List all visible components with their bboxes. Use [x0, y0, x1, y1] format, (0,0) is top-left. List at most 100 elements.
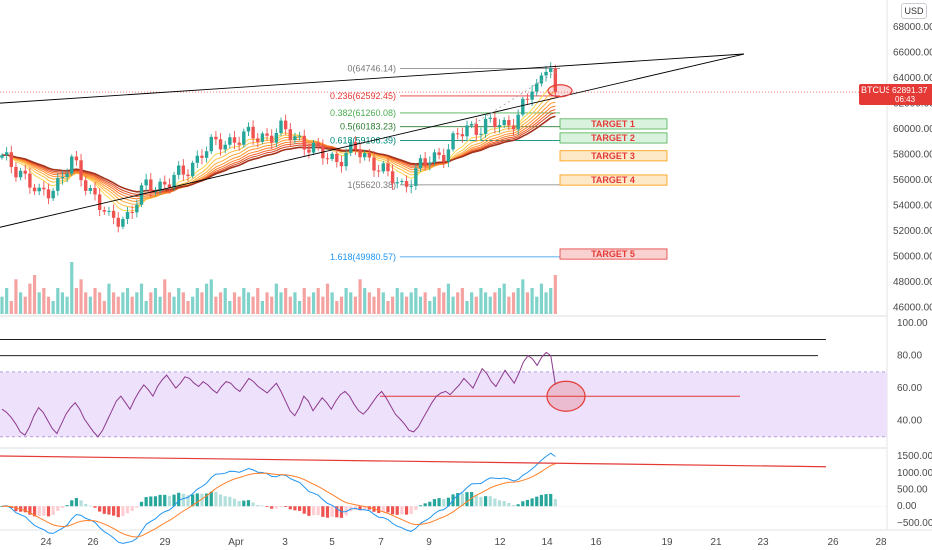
- macd-histogram-bar: [502, 501, 506, 507]
- target-label: TARGET 2: [591, 133, 635, 143]
- rsi-axis-tick: 100.00: [897, 318, 928, 329]
- volume-bar: [56, 288, 60, 314]
- candle-body: [511, 125, 516, 130]
- candle-body: [330, 153, 334, 159]
- price-axis-tick: 68000.00: [893, 22, 932, 33]
- volume-bar: [525, 292, 530, 314]
- candle-body: [353, 142, 358, 150]
- macd-histogram-bar: [88, 505, 92, 507]
- volume-bar: [144, 301, 148, 314]
- candle-body: [14, 166, 18, 178]
- candle-body: [404, 181, 409, 187]
- volume-bar: [195, 288, 199, 314]
- volume-bar: [335, 301, 339, 314]
- axes-layer: 46000.00 48000.00 50000.00 52000.00 54000.00…: [40, 22, 932, 548]
- volume-bar: [465, 301, 469, 314]
- volume-bar: [386, 301, 390, 314]
- candle-body: [525, 98, 530, 100]
- candle-body: [414, 168, 418, 186]
- volume-bar: [65, 296, 69, 314]
- macd-histogram-bar: [293, 506, 297, 511]
- currency-button[interactable]: USD: [901, 3, 927, 19]
- fib-level-label: 0.5(60183.23): [340, 122, 396, 132]
- candle-body: [111, 210, 116, 218]
- price-axis-tick: 64000.00: [893, 73, 932, 84]
- candle-body: [74, 156, 79, 161]
- volume-bar: [316, 288, 320, 314]
- candle-body: [125, 211, 130, 219]
- macd-axis-tick: 0.00: [897, 501, 917, 512]
- macd-histogram-bar: [51, 506, 55, 515]
- volume-bar: [353, 296, 357, 314]
- volume-bar: [418, 296, 423, 314]
- macd-histogram-bar: [465, 492, 469, 507]
- volume-bar: [535, 296, 539, 314]
- candle-body: [544, 71, 548, 76]
- macd-histogram-bar: [135, 506, 139, 508]
- macd-histogram-bar: [195, 493, 199, 507]
- macd-histogram-bar: [400, 506, 404, 515]
- rsi-line: [1, 351, 556, 438]
- volume-bar: [125, 288, 130, 314]
- candle-body: [395, 182, 399, 184]
- candle-body: [139, 185, 144, 205]
- macd-histogram-bar: [46, 506, 51, 517]
- volume-bar: [377, 288, 381, 314]
- rsi-axis-tick: 80.00: [897, 351, 922, 362]
- macd-histogram-bar: [79, 500, 83, 507]
- candle-body: [228, 137, 232, 145]
- volume-bar: [46, 296, 51, 314]
- candle-body: [446, 149, 451, 162]
- candle-body: [97, 194, 102, 210]
- candle-body: [535, 83, 539, 92]
- candle-body: [60, 177, 65, 179]
- macd-histogram-bar: [237, 501, 241, 507]
- candle-body: [293, 136, 297, 141]
- rsi-axis-tick: 60.00: [897, 383, 922, 394]
- macd-histogram-bar: [121, 506, 125, 516]
- candle-body: [488, 117, 492, 119]
- volume-bar: [116, 296, 120, 314]
- macd-histogram-bar: [298, 506, 302, 511]
- macd-histogram-bar: [144, 497, 148, 507]
- candle-body: [432, 152, 437, 163]
- volume-bar: [493, 292, 497, 314]
- volume-bar: [228, 301, 232, 314]
- macd-histogram-bar: [232, 498, 237, 507]
- candle-body: [144, 179, 148, 186]
- macd-histogram-bar: [497, 500, 502, 507]
- candle-body: [553, 68, 558, 93]
- volume-bar: [288, 296, 292, 314]
- volume-bar: [497, 288, 502, 314]
- macd-histogram-bar: [218, 494, 223, 507]
- volume-bar: [149, 292, 153, 314]
- volume-bar: [330, 292, 334, 314]
- volume-bar: [74, 288, 78, 314]
- candle-body: [232, 137, 237, 143]
- volume-bar: [181, 292, 185, 314]
- candle-body: [177, 165, 181, 175]
- candle-body: [344, 152, 348, 167]
- candle-body: [130, 211, 134, 213]
- volume-bar: [51, 301, 55, 314]
- volume-bar: [279, 292, 283, 314]
- candle-body: [349, 142, 353, 153]
- macd-histogram-bar: [507, 502, 511, 507]
- candle-body: [507, 120, 511, 126]
- candle-body: [409, 185, 413, 187]
- volume-bar: [251, 296, 255, 314]
- macd-histogram-bar: [139, 501, 144, 507]
- macd-histogram-bar: [474, 494, 478, 507]
- volume-bar: [112, 292, 116, 314]
- candle-body: [56, 178, 60, 191]
- volume-bar: [232, 292, 237, 314]
- macd-histogram-bar: [191, 494, 195, 507]
- candle-body: [530, 91, 534, 100]
- candle-body: [9, 152, 13, 167]
- volume-bar: [428, 301, 432, 314]
- volume-bar: [553, 275, 557, 314]
- candle-body: [307, 149, 311, 153]
- candle-body: [474, 123, 478, 135]
- candle-body: [270, 135, 274, 143]
